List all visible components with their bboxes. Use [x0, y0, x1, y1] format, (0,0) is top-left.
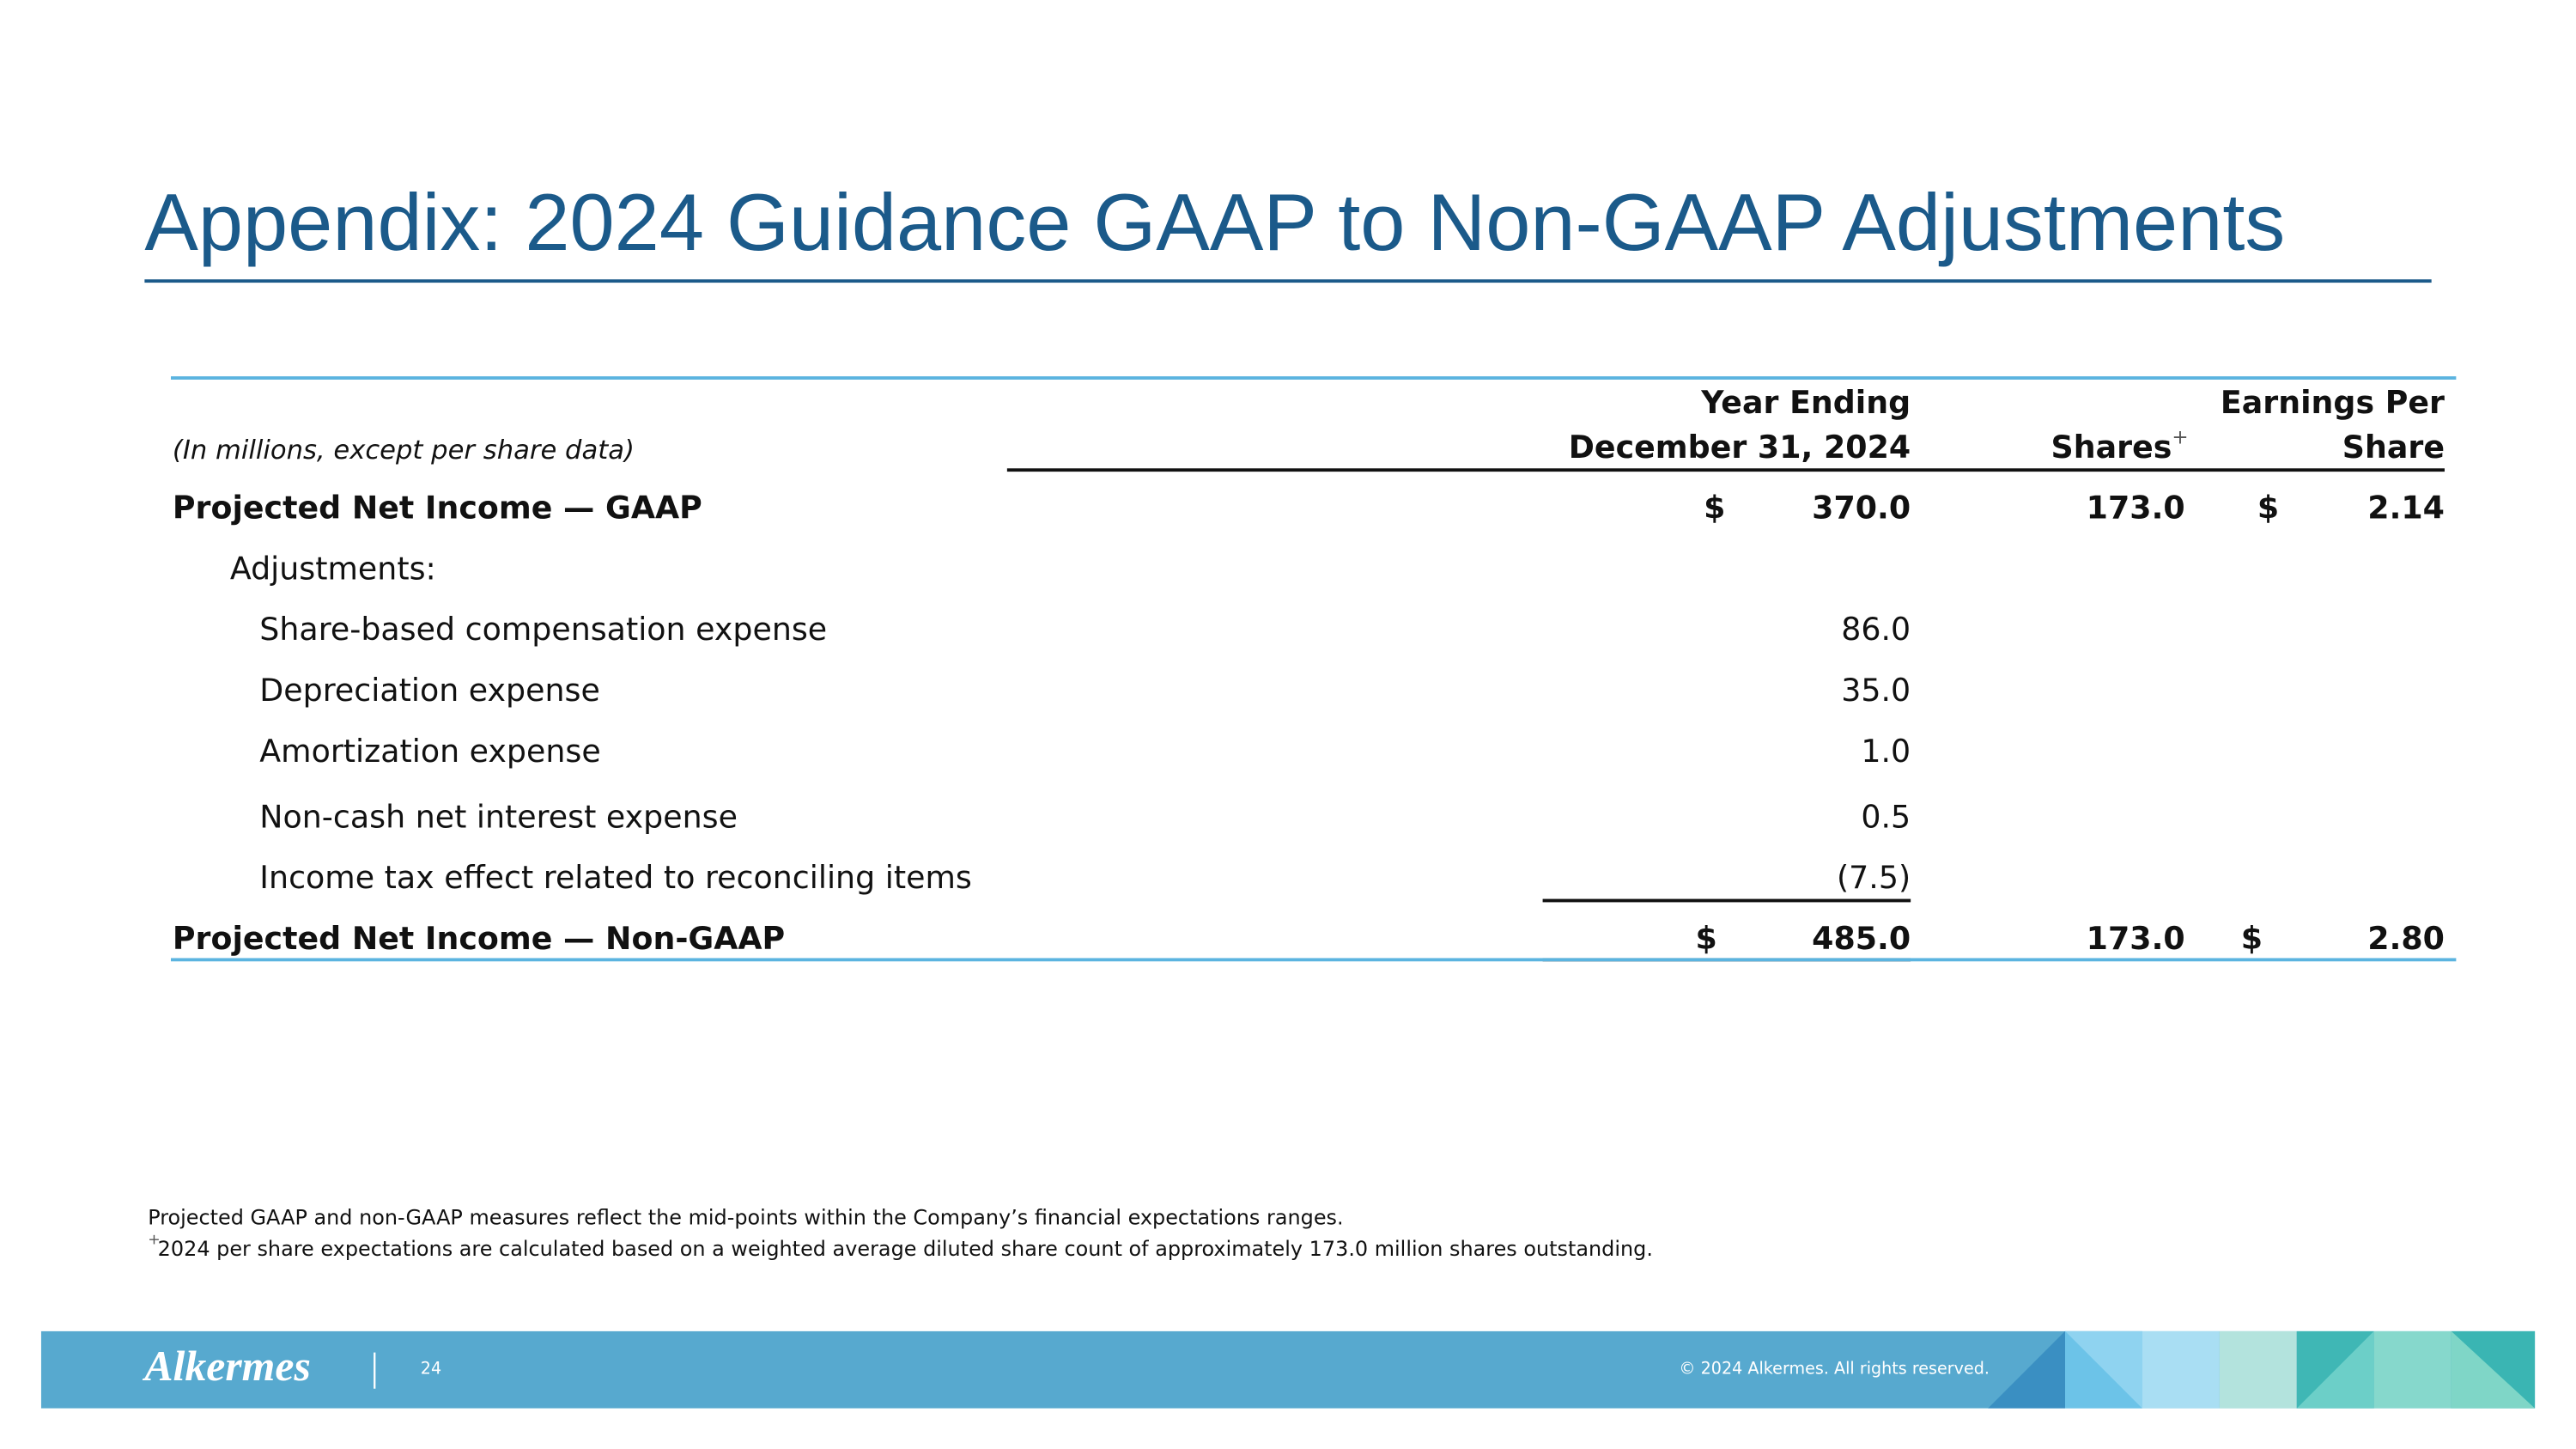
column-header: Shares: [2050, 429, 2172, 466]
column-header: Earnings Per: [2220, 385, 2445, 422]
footer-logo: Alkermes: [144, 1342, 311, 1391]
page-number: 24: [420, 1361, 442, 1379]
currency-symbol: $: [1695, 921, 1717, 958]
row-label: Share-based compensation expense: [259, 612, 828, 648]
amount-cell: 1.0: [1861, 734, 1911, 770]
table-bottom-rule: [170, 958, 2457, 962]
row-label: Amortization expense: [259, 734, 601, 770]
amount-cell: 0.5: [1861, 799, 1911, 836]
decor: [2296, 1330, 2374, 1409]
eps-cell: 2.14: [2367, 490, 2445, 527]
decor: [2451, 1330, 2536, 1409]
row-label: Depreciation expense: [259, 673, 600, 709]
footnote: Projected GAAP and non-GAAP measures ref…: [148, 1204, 1344, 1230]
column-header: Share: [2342, 429, 2445, 466]
row-label: Non-cash net interest expense: [259, 799, 738, 836]
header-marker: +: [2172, 425, 2189, 449]
row-label: Adjustments:: [229, 551, 436, 588]
row-label: Income tax effect related to reconciling…: [259, 860, 972, 897]
row-label: Projected Net Income — GAAP: [172, 490, 702, 527]
table-top-rule: [170, 376, 2457, 380]
shares-cell: 173.0: [2086, 490, 2185, 527]
amount-cell: 370.0: [1812, 490, 1911, 527]
decor: [2219, 1330, 2297, 1409]
decor: [1988, 1330, 2066, 1409]
footnote-marker: +: [148, 1232, 161, 1250]
subtotal-rule: [1542, 898, 1911, 902]
column-header: Year Ending: [1701, 385, 1911, 422]
footer-bar: [40, 1330, 2536, 1409]
amount-cell: 485.0: [1812, 921, 1911, 958]
amount-cell: 35.0: [1841, 673, 1911, 709]
title-rule: [144, 279, 2432, 283]
decor: [2373, 1330, 2451, 1409]
copyright: © 2024 Alkermes. All rights reserved.: [1679, 1361, 1990, 1379]
currency-symbol: $: [1704, 490, 1726, 527]
row-label: Projected Net Income — Non-GAAP: [172, 921, 786, 958]
decor: [2142, 1330, 2220, 1409]
eps-cell: 2.80: [2367, 921, 2445, 958]
shares-cell: 173.0: [2086, 921, 2185, 958]
table-note: (In millions, except per share data): [172, 434, 635, 466]
currency-symbol: $: [2257, 490, 2280, 527]
column-header: December 31, 2024: [1568, 429, 1911, 466]
slide-title: Appendix: 2024 Guidance GAAP to Non-GAAP…: [144, 179, 2286, 268]
currency-symbol: $: [2240, 921, 2263, 958]
header-rule: [1006, 468, 2445, 472]
footnote: 2024 per share expectations are calculat…: [157, 1235, 1653, 1261]
amount-cell: (7.5): [1836, 860, 1911, 897]
amount-cell: 86.0: [1841, 612, 1911, 648]
